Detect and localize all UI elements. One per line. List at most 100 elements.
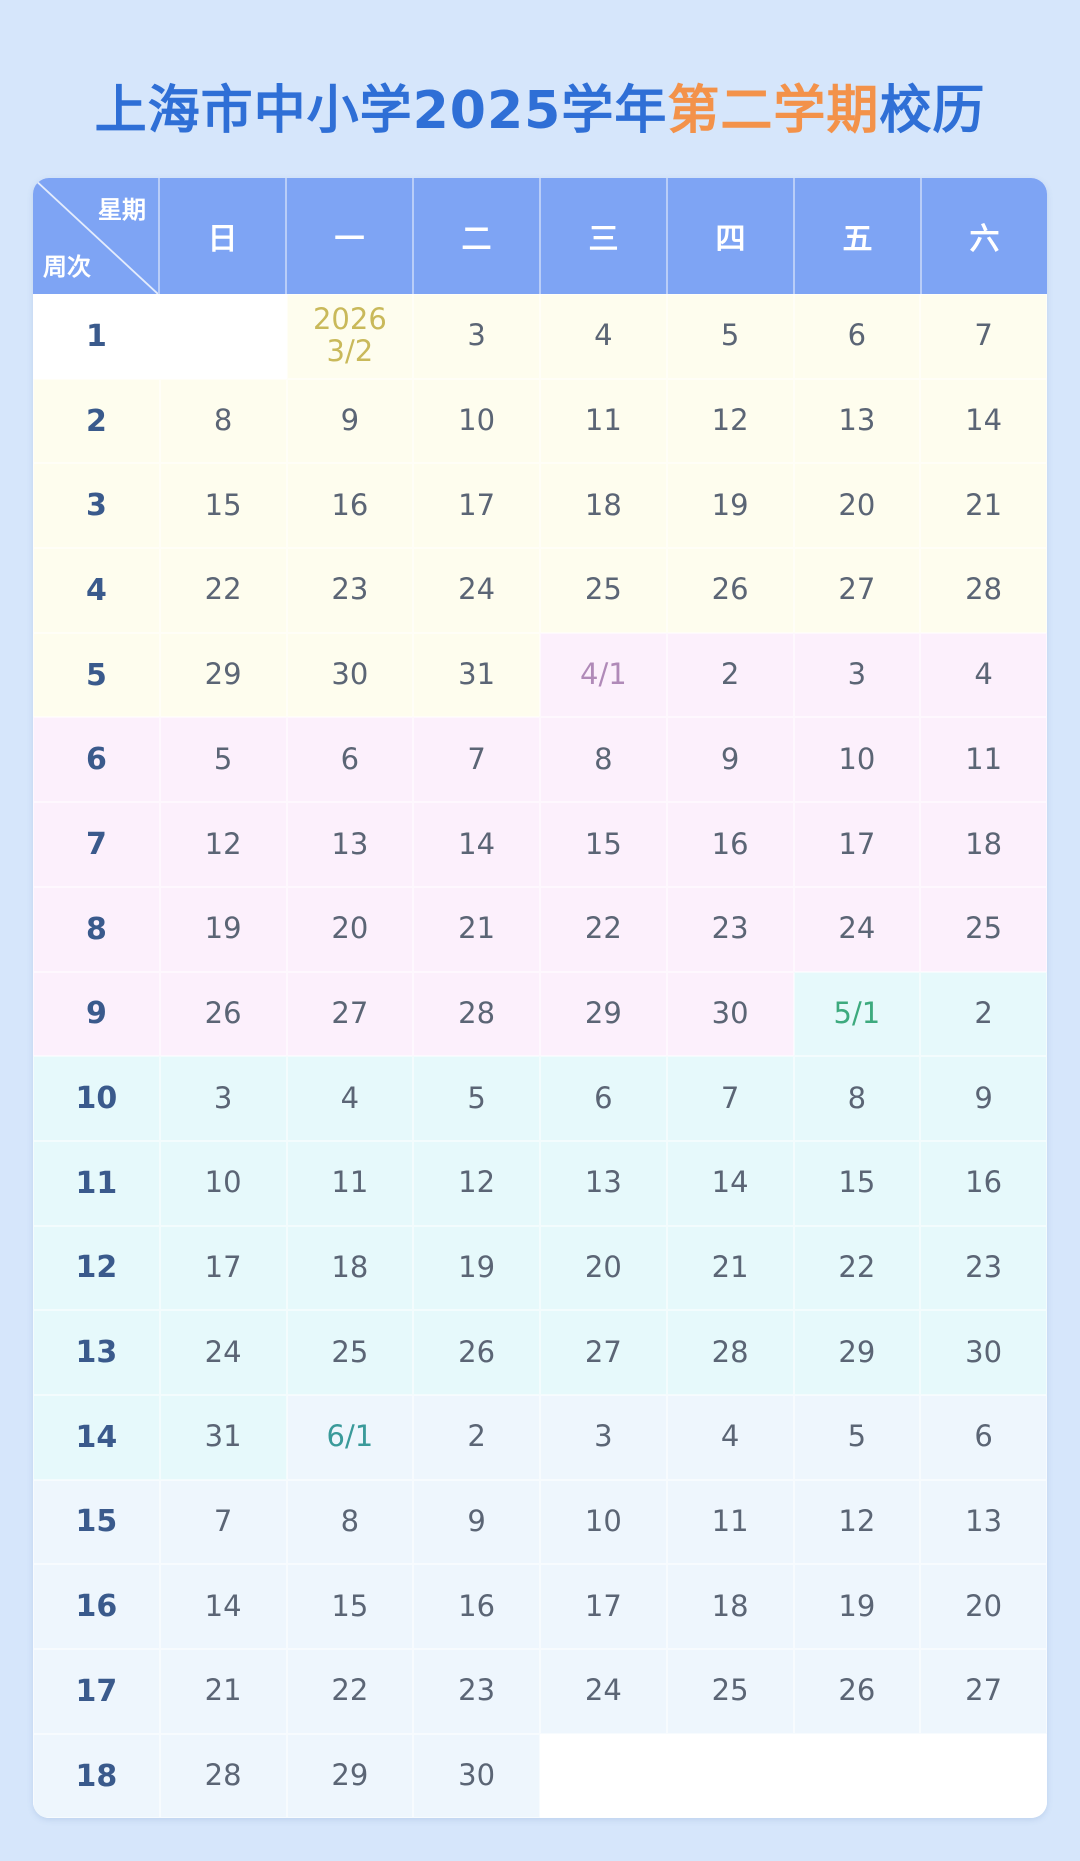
day-cell: 9 (413, 1479, 540, 1565)
day-cell: 17 (540, 1564, 667, 1649)
week-row: 13 24 25 26 27 28 29 30 (33, 1310, 1047, 1395)
weekday-header: 五 (793, 178, 920, 294)
day-cell: 7 (413, 717, 540, 803)
week-row: 16 14 15 16 17 18 19 20 (33, 1564, 1047, 1649)
week-number: 13 (33, 1310, 160, 1395)
day-cell: 6 (540, 1056, 667, 1141)
day-cell: 6 (793, 294, 921, 379)
day-cell: 3 (413, 294, 540, 379)
day-cell: 27 (920, 1649, 1047, 1734)
day-cell: 20 (540, 1225, 667, 1311)
day-cell: 24 (413, 548, 540, 633)
day-cell: 9 (920, 1056, 1047, 1141)
day-cell: 30 (920, 1310, 1047, 1395)
day-cell (540, 1733, 667, 1819)
day-cell: 8 (793, 1056, 921, 1141)
day-cell: 20 (793, 463, 921, 549)
day-cell: 26 (159, 971, 287, 1057)
weekday-header: 一 (285, 178, 412, 294)
day-cell: 18 (920, 802, 1047, 887)
day-cell: 25 (540, 548, 667, 633)
corner-weekday-label: 星期 (98, 196, 146, 224)
day-cell: 31 (159, 1394, 287, 1480)
week-row: 2 8 9 10 11 12 13 14 (33, 378, 1047, 464)
weekday-header: 六 (920, 178, 1047, 294)
title-part2: 校历 (879, 81, 986, 141)
day-cell: 2 (666, 632, 794, 718)
week-number: 15 (33, 1479, 160, 1565)
weekday-header: 三 (539, 178, 666, 294)
week-number: 7 (33, 802, 160, 887)
day-cell: 26 (666, 548, 794, 633)
day-cell: 10 (413, 378, 540, 464)
week-row: 15 7 8 9 10 11 12 13 (33, 1479, 1047, 1565)
day-cell: 24 (159, 1310, 287, 1395)
day-cell: 8 (286, 1479, 414, 1565)
day-cell: 25 (666, 1649, 794, 1734)
day-cell: 29 (159, 632, 287, 718)
day-cell: 6/1 (286, 1394, 414, 1480)
day-cell: 5 (666, 294, 794, 379)
week-number: 6 (33, 717, 160, 803)
day-cell: 6 (286, 717, 414, 803)
week-row: 9 26 27 28 29 30 5/1 2 (33, 971, 1047, 1057)
day-cell: 17 (793, 802, 921, 887)
day-cell: 2 (920, 971, 1047, 1057)
weekday-header: 四 (666, 178, 793, 294)
day-cell: 11 (540, 378, 667, 464)
day-cell: 12 (159, 802, 287, 887)
day-cell: 4 (540, 294, 667, 379)
diagonal-divider (33, 178, 158, 294)
day-cell: 11 (920, 717, 1047, 803)
day-cell: 13 (540, 1140, 667, 1226)
day-cell: 7 (159, 1479, 287, 1565)
day-cell: 13 (286, 802, 414, 887)
week-number: 17 (33, 1649, 160, 1734)
day-cell: 22 (793, 1225, 921, 1311)
day-cell: 7 (920, 294, 1047, 379)
day-cell: 17 (413, 463, 540, 549)
day-cell: 4 (286, 1056, 414, 1141)
page-title: 上海市中小学2025学年第二学期校历 (0, 68, 1080, 143)
day-cell: 21 (159, 1649, 287, 1734)
day-cell: 21 (666, 1225, 794, 1311)
day-cell: 23 (666, 886, 794, 972)
week-row: 17 21 22 23 24 25 26 27 (33, 1649, 1047, 1734)
day-cell: 14 (920, 378, 1047, 464)
week-number: 2 (33, 378, 160, 464)
day-cell: 29 (540, 971, 667, 1057)
day-cell: 4 (666, 1394, 794, 1480)
day-cell: 16 (666, 802, 794, 887)
day-cell: 31 (413, 632, 540, 718)
week-number: 14 (33, 1394, 160, 1480)
day-cell (793, 1733, 921, 1819)
day-cell: 25 (920, 886, 1047, 972)
day-cell: 20 (286, 886, 414, 972)
week-row: 12 17 18 19 20 21 22 23 (33, 1225, 1047, 1311)
day-cell: 5/1 (793, 971, 921, 1057)
day-cell: 28 (666, 1310, 794, 1395)
day-cell (666, 1733, 794, 1819)
day-cell (159, 294, 287, 379)
week-row: 10 3 4 5 6 7 8 9 (33, 1056, 1047, 1141)
week-row: 14 31 6/1 2 3 4 5 6 (33, 1394, 1047, 1480)
day-cell: 24 (540, 1649, 667, 1734)
day-cell: 5 (159, 717, 287, 803)
day-cell: 27 (793, 548, 921, 633)
day-cell: 19 (413, 1225, 540, 1311)
day-cell: 16 (413, 1564, 540, 1649)
day-cell: 19 (793, 1564, 921, 1649)
day-cell: 19 (666, 463, 794, 549)
day-cell: 14 (413, 802, 540, 887)
day-cell: 22 (540, 886, 667, 972)
corner-header: 星期 周次 (33, 178, 158, 294)
day-cell: 5 (413, 1056, 540, 1141)
header-row: 星期 周次 日一二三四五六 (33, 178, 1047, 294)
week-number: 9 (33, 971, 160, 1057)
day-cell: 10 (159, 1140, 287, 1226)
week-number: 1 (33, 294, 160, 379)
day-cell: 14 (666, 1140, 794, 1226)
week-row: 6 5 6 7 8 9 10 11 (33, 717, 1047, 803)
day-cell: 11 (666, 1479, 794, 1565)
day-cell: 22 (286, 1649, 414, 1734)
